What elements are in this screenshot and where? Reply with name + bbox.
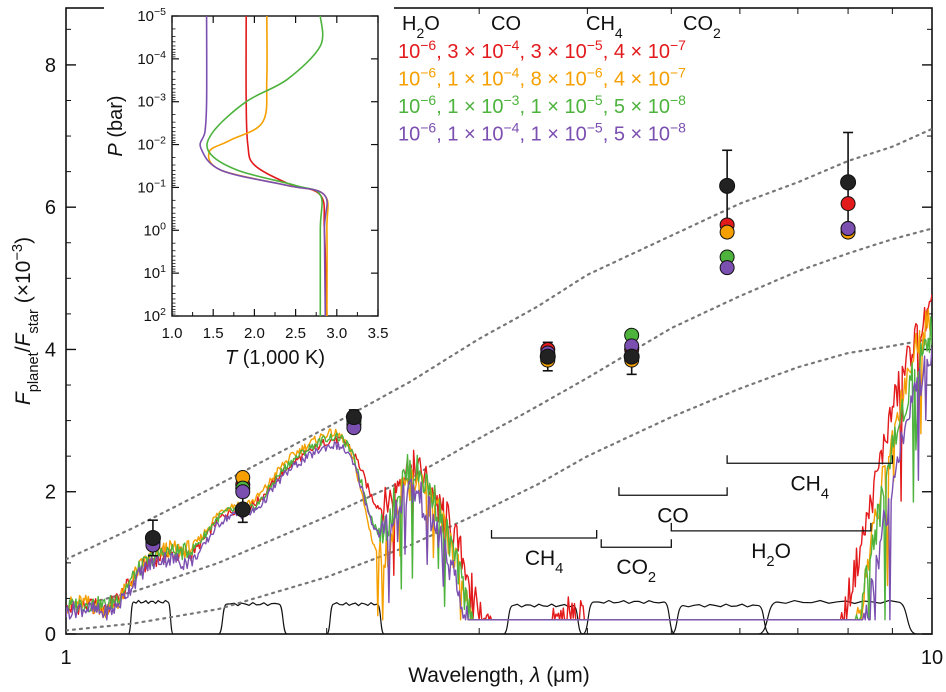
inset-plot: 1.0 1.5 2.0 2.5 3.0 3.5 10−5 10−4 10−3 10−2 10−1 10…: [104, 4, 394, 369]
observed-point: [144, 529, 161, 546]
model-point-purple: [840, 221, 856, 237]
inset-profile-purple: [199, 16, 328, 316]
y-tick-label: 2: [45, 482, 56, 504]
inset-y-tick-label: 10−1: [137, 177, 166, 196]
filter-bandpass-6: [758, 599, 917, 634]
band-label-co: CO: [657, 504, 689, 527]
main-plot: 0 2 4 6 8 1 10 Wavelength, λ (μm) Fplanet/Fstar …: [10, 7, 943, 687]
blackbody-curve-2: [66, 337, 932, 632]
observed-point: [539, 348, 556, 365]
band-bracket-h2o: [670, 522, 872, 532]
inset-x-tick-label: 1.5: [203, 325, 224, 342]
filter-bandpass-1: [217, 601, 288, 634]
inset-y-tick-label: 100: [143, 220, 166, 239]
filter-bandpass-3: [503, 603, 583, 634]
blackbody-curve-0: [66, 127, 932, 561]
legend-header-h2o: H2O: [402, 13, 440, 41]
inset-x-tick-label: 3.5: [368, 325, 389, 342]
legend-header-ch4: CH4: [586, 13, 623, 41]
filter-bandpass-4: [582, 599, 676, 634]
inset-x-tick-label: 1.0: [162, 325, 183, 342]
filter-bandpass-5: [671, 603, 771, 634]
model-point-purple: [719, 260, 735, 276]
legend-header-co2: CO2: [683, 13, 721, 41]
band-label-co2: CO2: [616, 556, 656, 586]
legend-row-green: 10−6, 1 × 10−3, 1 × 10−5, 5 × 10−8: [398, 92, 686, 118]
y-tick-label: 0: [45, 624, 56, 646]
inset-x-tick-label: 2.5: [285, 325, 306, 342]
y-axis-label: Fplanet/Fstar (×10−3): [10, 237, 42, 405]
observed-point: [345, 409, 362, 426]
model-point-purple: [235, 484, 251, 500]
inset-y-tick-label: 10−2: [137, 135, 166, 154]
filter-bandpass-0: [127, 599, 174, 634]
observed-point: [719, 177, 736, 194]
inset-y-tick-label: 101: [143, 263, 166, 282]
inset-x-axis-label: T (1,000 K): [225, 347, 325, 369]
observed-point: [234, 501, 251, 518]
spectrum-series-purple: [66, 347, 932, 621]
band-label-h2o: H2O: [751, 540, 791, 570]
inset-y-tick-label: 10−5: [137, 6, 166, 25]
filter-bandpass-2: [326, 601, 385, 634]
x-axis-label: Wavelength, λ (μm): [408, 664, 590, 687]
blackbody-curve-1: [66, 227, 932, 611]
band-bracket-ch4: [490, 529, 598, 539]
inset-x-tick-label: 3.0: [326, 325, 347, 342]
inset-y-tick-label: 102: [143, 306, 166, 325]
band-bracket-ch4: [726, 455, 894, 464]
observed-point: [623, 348, 640, 365]
model-point-red: [840, 196, 856, 212]
inset-profile-green: [206, 16, 324, 316]
x-tick-label: 10: [921, 647, 943, 669]
x-tick-label: 1: [60, 647, 71, 669]
legend-header-co: CO: [491, 13, 521, 35]
band-label-ch4: CH4: [790, 472, 829, 502]
legend-row-orange: 10−6, 1 × 10−4, 8 × 10−6, 4 × 10−7: [398, 65, 686, 91]
plot-frame: [65, 7, 933, 635]
observed-point: [840, 174, 857, 191]
model-point-orange: [719, 224, 735, 240]
y-tick-label: 6: [45, 197, 56, 219]
y-tick-label: 8: [45, 55, 56, 77]
band-label-ch4: CH4: [525, 547, 564, 577]
inset-x-tick-label: 2.0: [244, 325, 265, 342]
inset-y-axis-label: P (bar): [105, 95, 127, 156]
plot-area: [66, 127, 932, 634]
legend-row-red: 10−6, 3 × 10−4, 3 × 10−5, 4 × 10−7: [398, 37, 686, 63]
inset-background: [104, 4, 394, 366]
y-tick-label: 4: [45, 339, 56, 361]
legend-row-purple: 10−6, 1 × 10−4, 1 × 10−5, 5 × 10−8: [398, 120, 686, 146]
inset-y-tick-label: 10−4: [137, 49, 166, 68]
inset-y-tick-label: 10−3: [137, 92, 166, 111]
band-bracket-co: [618, 487, 728, 496]
band-bracket-co2: [600, 539, 672, 548]
